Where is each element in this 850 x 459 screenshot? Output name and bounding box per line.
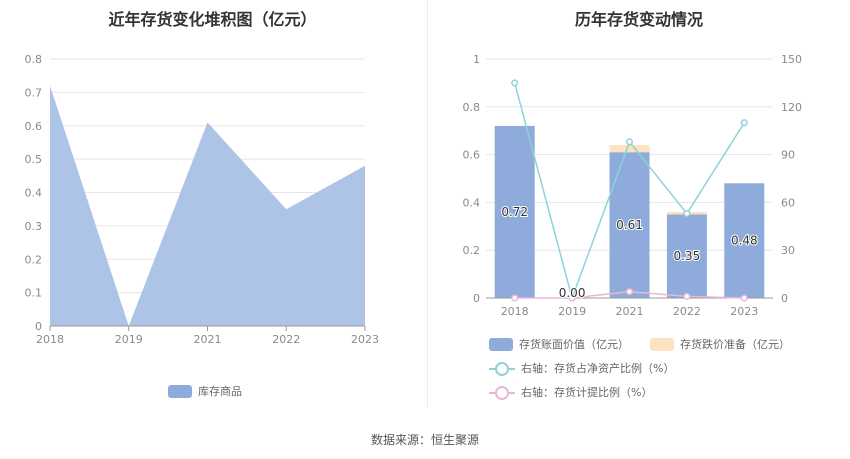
- legend-label: 存货跌价准备（亿元）: [680, 338, 790, 351]
- bar-data-label: 0.72: [501, 205, 528, 219]
- y-left-tick-label: 0.4: [463, 196, 481, 209]
- bar-data-label: 0.48: [731, 234, 758, 248]
- legend-item-provision[interactable]: 存货跌价准备（亿元）: [650, 336, 790, 352]
- x-tick-label: 2019: [558, 305, 586, 318]
- y-right-tick-label: 0: [781, 292, 788, 305]
- y-right-tick-label: 30: [781, 244, 795, 257]
- line-net-asset-ratio-point: [683, 210, 691, 218]
- line-net-asset-ratio-point: [625, 138, 634, 146]
- line-net-asset-ratio-point: [740, 119, 748, 127]
- x-tick-label: 2023: [351, 333, 379, 346]
- y-tick-label: 0.4: [25, 187, 43, 200]
- y-left-tick-label: 1: [473, 53, 480, 66]
- area-series-inventory-goods: [50, 85, 365, 326]
- x-tick-label: 2023: [730, 305, 758, 318]
- bar-data-label: 0.61: [616, 218, 643, 232]
- y-tick-label: 0.7: [25, 86, 43, 99]
- x-tick-label: 2022: [272, 333, 300, 346]
- y-left-tick-label: 0.2: [463, 244, 481, 257]
- legend-item-ratio-line[interactable]: 右轴：存货占净资产比例（%）: [489, 360, 674, 376]
- bar-book-value: [666, 214, 707, 298]
- bar-data-label: 0.00: [559, 286, 586, 300]
- y-tick-label: 0.3: [25, 220, 43, 233]
- legend-swatch-provision: [650, 337, 674, 351]
- legend-item-inventory-goods[interactable]: 库存商品: [168, 383, 242, 399]
- legend-label: 右轴：存货计提比例（%）: [521, 386, 653, 399]
- y-right-tick-label: 60: [781, 196, 795, 209]
- x-tick-label: 2019: [115, 333, 143, 346]
- legend-item-book-value[interactable]: 存货账面价值（亿元）: [489, 336, 629, 352]
- y-tick-label: 0.8: [25, 53, 43, 66]
- legend-label: 右轴：存货占净资产比例（%）: [521, 362, 675, 375]
- legend-item-provision-line[interactable]: 右轴：存货计提比例（%）: [489, 384, 652, 400]
- legend-swatch-area: [168, 384, 192, 398]
- x-tick-label: 2022: [673, 305, 701, 318]
- line-net-asset-ratio-point: [511, 79, 519, 87]
- line-provision-ratio-point: [740, 294, 748, 302]
- y-tick-label: 0.2: [25, 253, 43, 266]
- legend-label: 库存商品: [198, 385, 242, 398]
- y-tick-label: 0: [35, 320, 42, 333]
- y-tick-label: 0.5: [25, 153, 43, 166]
- x-tick-label: 2018: [501, 305, 529, 318]
- left-chart-title: 近年存货变化堆积图（亿元）: [108, 10, 317, 29]
- bar-provision: [609, 145, 650, 153]
- bar-book-value: [494, 125, 535, 298]
- y-tick-label: 0.1: [25, 287, 43, 300]
- y-tick-label: 0.6: [25, 120, 43, 133]
- legend-swatch-provision-ratio: [489, 385, 515, 400]
- x-tick-label: 2018: [36, 333, 64, 346]
- line-provision-ratio-point: [511, 294, 519, 302]
- line-provision-ratio-point: [683, 292, 691, 300]
- line-provision-ratio-point: [568, 294, 576, 302]
- legend-swatch-ratio: [489, 361, 515, 376]
- y-right-tick-label: 90: [781, 149, 795, 162]
- bar-book-value: [724, 183, 765, 298]
- x-tick-label: 2021: [616, 305, 644, 318]
- legend-label: 存货账面价值（亿元）: [519, 338, 629, 351]
- legend-swatch-book: [489, 337, 513, 351]
- y-left-tick-label: 0.6: [463, 149, 481, 162]
- bar-data-label: 0.35: [674, 249, 701, 263]
- y-right-tick-label: 150: [781, 53, 802, 66]
- line-provision-ratio-point: [625, 288, 634, 296]
- right-chart-title: 历年存货变动情况: [574, 10, 703, 29]
- y-left-tick-label: 0.8: [463, 101, 481, 114]
- y-right-tick-label: 120: [781, 101, 802, 114]
- panel-divider: [427, 0, 428, 408]
- y-left-tick-label: 0: [473, 292, 480, 305]
- data-source-note: 数据来源：恒生聚源: [370, 433, 479, 447]
- x-tick-label: 2021: [194, 333, 222, 346]
